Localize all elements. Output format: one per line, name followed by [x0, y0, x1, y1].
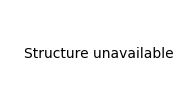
Text: Structure unavailable: Structure unavailable [24, 47, 174, 61]
